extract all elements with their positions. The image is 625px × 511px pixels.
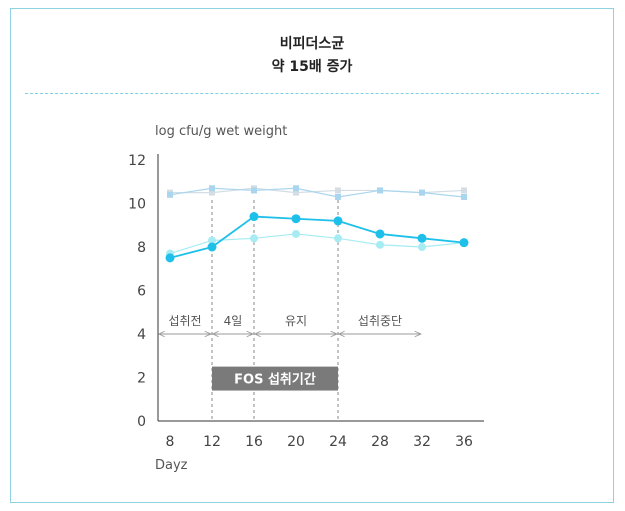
data-point: [209, 189, 215, 196]
data-point: [461, 187, 467, 194]
data-point: [167, 191, 173, 198]
series-line-bifidobacteria-secondary: [169, 233, 465, 255]
data-point: [461, 193, 467, 200]
title-divider: [25, 93, 599, 94]
data-point: [335, 187, 341, 194]
y-axis-label: log cfu/g wet weight: [155, 124, 287, 139]
data-point: [209, 185, 215, 192]
fos-period-label: FOS 섭취기간: [234, 372, 316, 388]
y-tick-label: 8: [137, 240, 146, 256]
series-line-bifidobacteria-main: [169, 215, 465, 259]
data-point: [293, 185, 299, 192]
phase-label: 섭취중단: [358, 314, 402, 328]
data-point: [292, 229, 300, 238]
chart-subtitle: 약 15배 증가: [271, 59, 353, 75]
data-point: [249, 212, 259, 222]
fos-period-bar: [212, 366, 338, 391]
data-point: [334, 234, 342, 243]
data-point: [207, 242, 217, 252]
series-line-reference-1: [169, 187, 465, 198]
data-point: [418, 243, 426, 251]
data-point: [333, 216, 343, 226]
x-tick-label: 32: [413, 434, 431, 450]
chart-title: 비피더스균: [279, 36, 345, 52]
data-point: [459, 238, 469, 248]
x-tick-label: 20: [287, 434, 305, 450]
data-point: [375, 229, 385, 239]
data-point: [165, 253, 175, 263]
y-tick-label: 6: [137, 284, 146, 300]
y-tick-label: 0: [137, 414, 146, 430]
y-tick-label: 4: [137, 327, 146, 343]
data-point: [376, 240, 384, 249]
x-tick-label: 36: [455, 434, 473, 450]
data-point: [419, 189, 425, 196]
phase-label: 유지: [285, 314, 307, 328]
phase-label: 4일: [224, 314, 243, 328]
x-tick-label: 8: [166, 434, 175, 450]
y-tick-label: 12: [128, 153, 146, 169]
x-axis-label: Dayz: [155, 458, 188, 473]
phase-label: 섭취전: [168, 314, 201, 328]
data-point: [250, 234, 258, 243]
data-point: [251, 187, 257, 194]
y-tick-label: 10: [128, 197, 146, 213]
data-point: [335, 193, 341, 200]
data-point: [291, 214, 301, 224]
x-tick-label: 16: [245, 434, 263, 450]
data-point: [208, 236, 216, 245]
y-tick-label: 2: [137, 371, 146, 387]
data-point: [293, 189, 299, 196]
data-point: [417, 233, 427, 243]
data-point: [377, 187, 383, 194]
x-tick-label: 24: [329, 434, 347, 450]
x-tick-label: 28: [371, 434, 389, 450]
x-tick-label: 12: [203, 434, 221, 450]
